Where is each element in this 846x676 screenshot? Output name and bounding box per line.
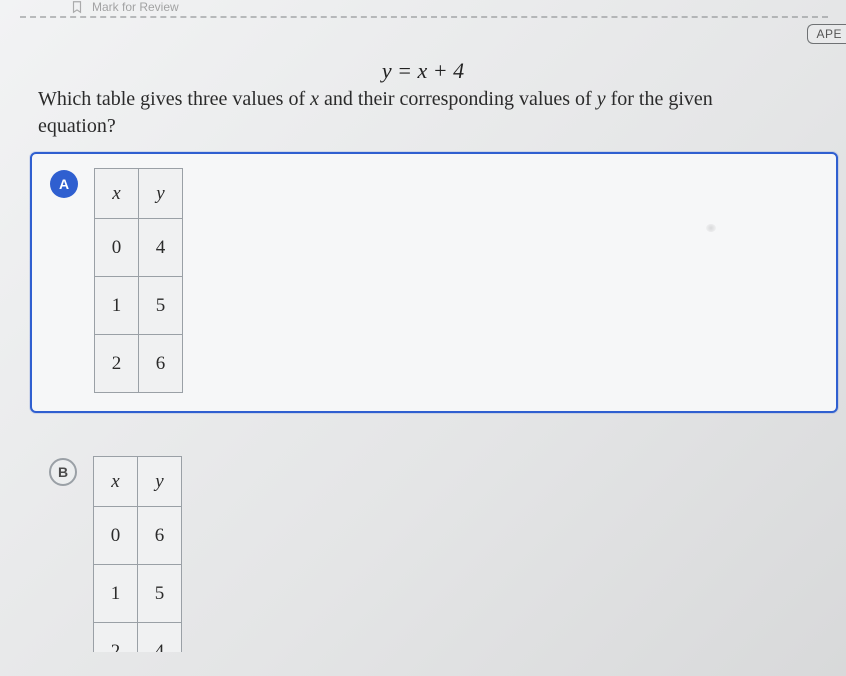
- table-row: 2 4: [94, 623, 182, 654]
- top-toolbar: Mark for Review: [0, 0, 846, 14]
- cell-y: 4: [138, 623, 182, 654]
- worksheet-page: Mark for Review APE y = x + 4 Which tabl…: [0, 0, 846, 676]
- prompt-var-x: x: [310, 88, 319, 110]
- table-header-row: x y: [94, 457, 182, 507]
- cell-x: 0: [95, 219, 139, 277]
- cell-x: 2: [94, 623, 138, 654]
- col-header-y: y: [139, 169, 183, 219]
- cell-y: 6: [139, 335, 183, 393]
- separator-dashed: [20, 16, 828, 18]
- cell-x: 2: [95, 335, 139, 393]
- cell-y: 5: [139, 277, 183, 335]
- brand-badge: APE: [807, 24, 846, 44]
- prompt-mid: and their corresponding values of: [319, 88, 597, 110]
- option-a-table: x y 0 4 1 5 2 6: [94, 168, 183, 393]
- table-row: 2 6: [95, 335, 183, 393]
- question-prompt: Which table gives three values of x and …: [38, 86, 806, 140]
- paper-smudge: [706, 224, 716, 232]
- cell-x: 1: [94, 565, 138, 623]
- option-a[interactable]: A x y 0 4 1 5 2 6: [30, 152, 838, 413]
- table-header-row: x y: [95, 169, 183, 219]
- answer-options: A x y 0 4 1 5 2 6: [30, 152, 838, 676]
- option-b[interactable]: B x y 0 6 1 5 2 4: [30, 441, 838, 653]
- mark-for-review-label[interactable]: Mark for Review: [92, 0, 179, 14]
- cell-y: 6: [138, 507, 182, 565]
- prompt-post: for the given: [606, 88, 713, 110]
- col-header-y: y: [138, 457, 182, 507]
- table-row: 1 5: [95, 277, 183, 335]
- table-row: 0 4: [95, 219, 183, 277]
- cell-y: 4: [139, 219, 183, 277]
- cell-x: 1: [95, 277, 139, 335]
- prompt-pre: Which table gives three values of: [38, 88, 310, 110]
- prompt-line2: equation?: [38, 115, 116, 137]
- cell-y: 5: [138, 565, 182, 623]
- cell-x: 0: [94, 507, 138, 565]
- col-header-x: x: [95, 169, 139, 219]
- table-row: 0 6: [94, 507, 182, 565]
- bookmark-icon[interactable]: [70, 0, 84, 14]
- prompt-var-y: y: [597, 88, 606, 110]
- option-a-badge: A: [50, 170, 78, 198]
- option-b-badge: B: [49, 458, 77, 486]
- option-b-table: x y 0 6 1 5 2 4: [93, 456, 182, 653]
- col-header-x: x: [94, 457, 138, 507]
- equation-display: y = x + 4: [0, 58, 846, 84]
- table-row: 1 5: [94, 565, 182, 623]
- equation-text: y = x + 4: [382, 58, 464, 83]
